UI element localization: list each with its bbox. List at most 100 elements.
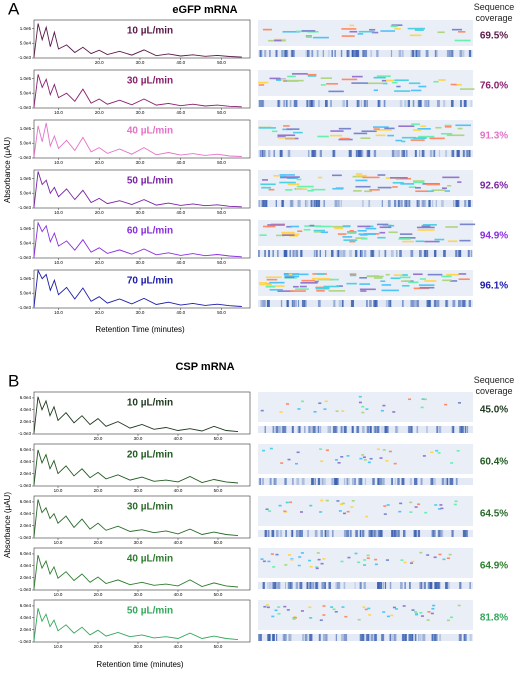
coverage-block xyxy=(420,615,424,617)
heatmap-stripe xyxy=(391,634,395,641)
coverage-block xyxy=(346,510,350,513)
coverage-block xyxy=(320,84,326,86)
coverage-map xyxy=(258,444,473,474)
x-tick-label: 40.0 xyxy=(176,60,185,65)
x-tick-label: 50.0 xyxy=(217,210,226,215)
heatmap-stripe xyxy=(366,300,369,307)
heatmap-stripe xyxy=(309,100,311,107)
coverage-block xyxy=(415,190,428,193)
coverage-block xyxy=(424,240,440,243)
heatmap-stripe xyxy=(307,150,310,157)
heatmap-stripe xyxy=(319,426,322,433)
x-tick-label: 40.0 xyxy=(174,592,183,597)
heatmap-stripe xyxy=(386,426,389,433)
heatmap-stripe xyxy=(262,582,265,589)
heatmap-stripe xyxy=(292,300,296,307)
heatmap-stripe xyxy=(408,200,411,207)
coverage-block xyxy=(376,223,389,226)
heatmap-stripe xyxy=(295,100,297,107)
coverage-block xyxy=(279,175,286,178)
x-tick-label: 40.0 xyxy=(176,210,185,215)
heatmap-stripe xyxy=(417,200,420,207)
heatmap-stripe xyxy=(387,200,391,207)
heatmap-stripe xyxy=(426,250,429,257)
coverage-block xyxy=(357,561,361,564)
coverage-block xyxy=(402,284,410,287)
coverage-block xyxy=(341,606,345,608)
heatmap-stripe xyxy=(291,250,295,257)
heatmap-stripe xyxy=(464,100,468,107)
coverage-block xyxy=(455,124,471,127)
heatmap-stripe xyxy=(420,478,423,485)
y-tick-label: -1.0e3 xyxy=(18,587,31,592)
y-tick-label: 1.0e5 xyxy=(20,226,32,231)
heatmap-stripe xyxy=(339,250,343,257)
coverage-block xyxy=(439,504,443,506)
heatmap-stripe xyxy=(319,150,322,157)
heatmap-stripe xyxy=(429,582,433,589)
heatmap-stripe xyxy=(362,530,364,537)
trace xyxy=(33,608,239,641)
heatmap-stripe xyxy=(441,478,444,485)
coverage-block xyxy=(274,609,278,612)
coverage-block xyxy=(297,564,301,567)
heatmap-stripe xyxy=(322,50,324,57)
heatmap-stripe xyxy=(346,50,350,57)
coverage-block xyxy=(376,448,380,451)
x-tick-label: 40.0 xyxy=(174,436,183,441)
heatmap-stripe xyxy=(287,50,289,57)
coverage-block xyxy=(341,502,345,505)
heatmap-stripe xyxy=(435,200,438,207)
y-tick-label: 2.0e4 xyxy=(20,471,32,476)
plot-frame xyxy=(33,19,251,59)
coverage-block xyxy=(267,560,271,563)
heatmap-stripe xyxy=(321,478,324,485)
coverage-block xyxy=(362,176,380,179)
coverage-block xyxy=(338,127,352,130)
y-tick-label: 5.0e4 xyxy=(20,190,32,195)
coverage-block xyxy=(375,129,392,131)
heatmap-stripe xyxy=(394,200,397,207)
coverage-block xyxy=(394,28,401,30)
heatmap-stripe xyxy=(278,100,281,107)
heatmap-stripe xyxy=(381,634,385,641)
y-tick-label: 4.0e4 xyxy=(20,615,32,620)
heatmap-stripe xyxy=(304,200,307,207)
coverage-block xyxy=(286,225,292,228)
y-tick-label: 1.0e5 xyxy=(20,76,32,81)
coverage-block xyxy=(424,280,437,282)
heatmap-stripe xyxy=(332,426,336,433)
heatmap-stripe xyxy=(355,50,359,57)
coverage-block xyxy=(450,83,457,86)
coverage-block xyxy=(268,510,272,512)
heatmap-stripe xyxy=(366,426,369,433)
coverage-block xyxy=(355,185,371,188)
heatmap-stripe xyxy=(425,50,429,57)
heatmap-stripe xyxy=(446,478,449,485)
heatmap-stripe xyxy=(329,426,332,433)
heatmap-stripe xyxy=(426,300,430,307)
heatmap-stripe xyxy=(370,530,374,537)
heatmap-stripe xyxy=(408,634,411,641)
coverage-block xyxy=(320,460,324,463)
y-tick-label: -1.0e3 xyxy=(18,255,31,260)
coverage-block xyxy=(355,179,368,182)
coverage-value: 81.8% xyxy=(480,613,508,624)
x-tick-label: 30.0 xyxy=(136,310,145,315)
heatmap-stripe xyxy=(276,634,278,641)
heatmap-stripe xyxy=(305,200,309,207)
coverage-block xyxy=(315,566,319,568)
coverage-block xyxy=(377,174,386,176)
coverage-block xyxy=(459,239,471,242)
coverage-block xyxy=(279,181,296,184)
heatmap-stripe xyxy=(364,478,367,485)
coverage-block xyxy=(402,240,414,243)
heatmap-stripe xyxy=(462,300,466,307)
heatmap-stripe xyxy=(332,530,334,537)
panel-label: B xyxy=(8,371,19,390)
heatmap-stripe xyxy=(340,200,342,207)
heatmap-stripe xyxy=(468,50,472,57)
coverage-block xyxy=(453,83,462,86)
x-tick-label: 40.0 xyxy=(176,260,185,265)
heatmap-stripe xyxy=(343,530,347,537)
